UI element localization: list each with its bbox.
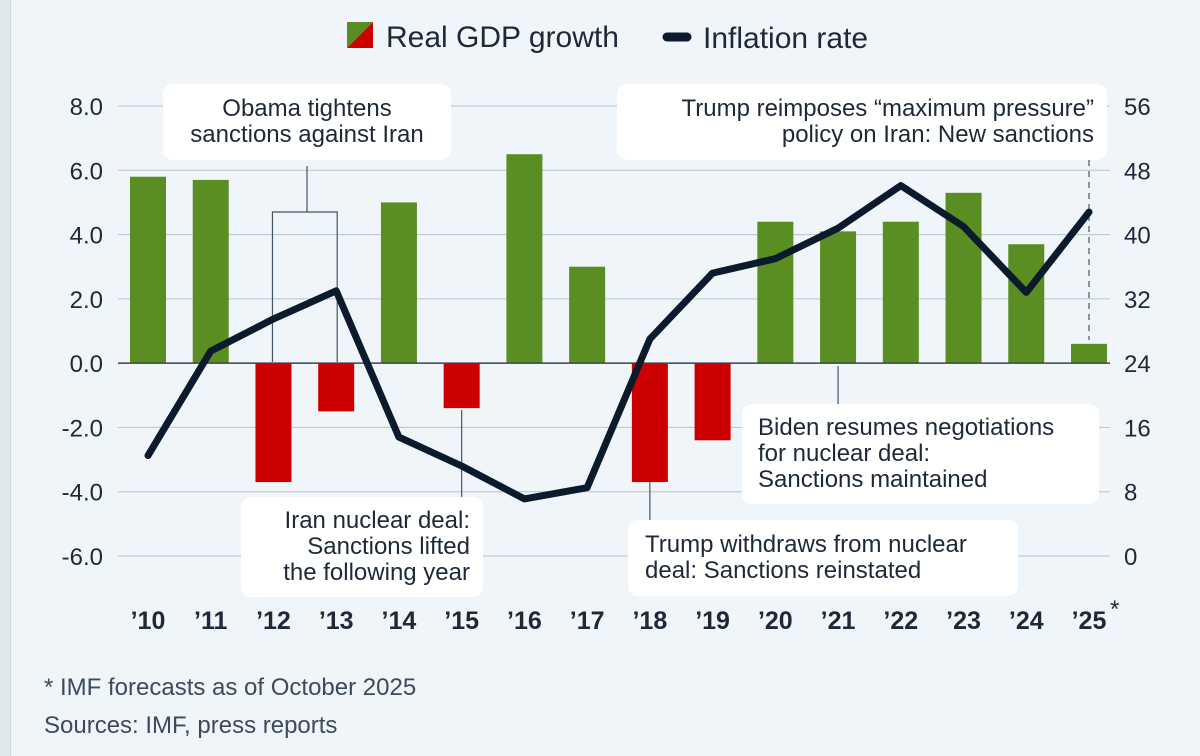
left-axis-tick-label: -6.0 [62, 544, 103, 571]
x-axis-tick-label: ’11 [194, 607, 227, 635]
gdp-bar [1071, 343, 1107, 364]
x-axis-tick-label: ’19 [695, 607, 730, 635]
right-axis-tick-label: 0 [1124, 544, 1137, 571]
left-axis-ticks: 8.0 6.0 4.0 2.0 0.0 -2.0 -4.0 -6.0 [62, 94, 103, 571]
annotation-text-line: Sanctions maintained [758, 466, 987, 493]
gdp-bar [694, 363, 731, 441]
gdp-bar [882, 221, 919, 364]
annotation-box [241, 497, 483, 597]
annotation-text-line: the following year [283, 559, 470, 586]
gdp-bar [1008, 244, 1045, 364]
right-axis-tick-label: 48 [1124, 158, 1151, 185]
annotation-text-line: sanctions against Iran [190, 121, 423, 148]
forecast-footnote: * IMF forecasts as of October 2025 [44, 674, 417, 701]
left-axis-tick-label: 8.0 [70, 94, 103, 121]
annotation-text-line: Sanctions lifted [307, 533, 470, 560]
x-axis-tick-label: ’25 [1072, 607, 1107, 635]
gdp-bar [631, 363, 668, 483]
x-axis-tick-label: ’21 [821, 607, 856, 635]
x-axis-tick-label: ’10 [131, 607, 166, 635]
obama-connector [271, 166, 338, 362]
annotation-text-line: Iran nuclear deal: [285, 507, 470, 534]
annotation-box [163, 84, 451, 160]
annotation-text-line: deal: Sanctions reinstated [645, 557, 921, 584]
sources-footnote: Sources: IMF, press reports [44, 712, 338, 739]
annotation-text-line: Obama tightens [222, 95, 391, 122]
left-axis-tick-label: 6.0 [70, 158, 103, 185]
x-axis-tick-label: ’20 [758, 607, 793, 635]
left-axis-tick-label: -2.0 [62, 415, 103, 442]
left-axis-tick-label: 4.0 [70, 223, 103, 250]
x-axis-tick-label: ’15 [444, 607, 479, 635]
left-frame-edge [0, 0, 11, 756]
right-axis-tick-label: 56 [1124, 94, 1151, 121]
annotation-text-line: Trump withdraws from nuclear [645, 531, 967, 558]
x-axis-tick-label: ’14 [382, 607, 417, 635]
gdp-legend-swatch [347, 22, 373, 48]
gdp-bar [506, 154, 543, 364]
left-axis-tick-label: -4.0 [62, 480, 103, 507]
annotation-box [628, 520, 1018, 596]
right-axis-tick-label: 24 [1124, 351, 1151, 378]
annotation-text-line: Biden resumes negotiations [758, 414, 1054, 441]
x-axis-tick-label: ’23 [946, 607, 981, 635]
legend: Real GDP growth Inflation rate [347, 21, 868, 55]
forecast-marker: * [1110, 596, 1119, 623]
x-axis-tick-label: ’24 [1009, 607, 1044, 635]
gdp-bar [192, 179, 229, 364]
gdp-bar [255, 363, 292, 483]
x-axis-ticks: ’10 ’11 ’12 ’13 ’14 ’15 ’16 ’17 ’18 ’19 ’20 ’21 ’22 ’… [131, 596, 1120, 635]
gdp-bar [569, 266, 606, 364]
right-axis-tick-label: 40 [1124, 223, 1151, 250]
gdp-bars [130, 154, 1107, 483]
gdp-bar [130, 176, 166, 364]
annotation-text-line: for nuclear deal: [758, 440, 930, 467]
annotation-box [742, 404, 1099, 504]
x-axis-tick-label: ’22 [883, 607, 918, 635]
gdp-bar [443, 363, 480, 409]
x-axis-tick-label: ’16 [507, 607, 542, 635]
x-axis-tick-label: ’13 [319, 607, 354, 635]
annotation-text-line: Trump reimposes “maximum pressure” [681, 95, 1094, 122]
x-axis-tick-label: ’17 [570, 607, 605, 635]
annotation-text-line: policy on Iran: New sanctions [782, 121, 1094, 148]
gdp-bar [820, 231, 857, 364]
gdp-bar [318, 363, 355, 412]
gdp-legend-label: Real GDP growth [386, 21, 619, 54]
left-axis-tick-label: 0.0 [70, 351, 103, 378]
x-axis-tick-label: ’12 [256, 607, 291, 635]
right-axis-ticks: 56 48 40 32 24 16 8 0 [1124, 94, 1151, 571]
right-axis-tick-label: 8 [1124, 480, 1137, 507]
inflation-legend-label: Inflation rate [703, 22, 868, 55]
annotation-trump-max: Trump reimposes “maximum pressure”policy… [617, 84, 1107, 160]
gdp-bar [757, 221, 794, 364]
right-axis-tick-label: 16 [1124, 415, 1151, 442]
annotation-connectors [271, 160, 1090, 520]
gdp-bar [380, 202, 417, 364]
right-axis-tick-label: 32 [1124, 287, 1151, 314]
inflation-line [144, 182, 1093, 503]
left-axis-tick-label: 2.0 [70, 287, 103, 314]
x-axis-tick-label: ’18 [632, 607, 667, 635]
chart-area: Real GDP growth Inflation rate 8.0 6.0 4.0… [62, 21, 1151, 635]
annotation-box [617, 84, 1107, 160]
